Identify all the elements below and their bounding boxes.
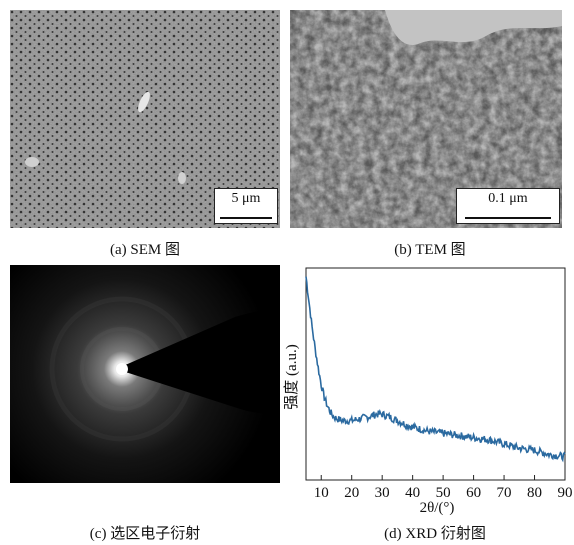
caption-a: (a) SEM 图 (110, 242, 180, 258)
x-tick-label: 80 (527, 485, 542, 501)
saed-image (10, 265, 280, 483)
sem-scale-line (219, 217, 273, 219)
tem-image: 0.1 μm (290, 10, 562, 228)
x-tick-label: 40 (405, 485, 420, 501)
caption-b: (b) TEM 图 (394, 242, 466, 258)
saed-pattern (10, 265, 280, 483)
y-axis-label: 强度 (a.u.) (283, 344, 300, 409)
x-tick-label: 30 (375, 485, 390, 501)
sem-image: 5 μm (10, 10, 280, 228)
caption-c: (c) 选区电子衍射 (89, 526, 201, 542)
plot-frame (305, 267, 566, 481)
sem-scale-label: 5 μm (231, 191, 261, 206)
sem-scale-bar: 5 μm (214, 188, 278, 224)
xrd-plot-area: 10 20 30 40 50 60 70 80 90 (305, 267, 573, 501)
x-tick-label: 70 (497, 485, 512, 501)
x-tick-label: 90 (558, 485, 573, 501)
x-tick-label: 20 (344, 485, 359, 501)
x-tick-label: 50 (436, 485, 451, 501)
tem-scale-line (465, 217, 551, 219)
tem-scale-bar: 0.1 μm (456, 188, 560, 224)
tem-scale-label: 0.1 μm (488, 191, 528, 206)
x-tick-label: 10 (314, 485, 329, 501)
x-tick-label: 60 (466, 485, 481, 501)
xrd-series-line (305, 276, 566, 463)
caption-d: (d) XRD 衍射图 (384, 526, 486, 542)
x-axis-label: 2θ/(°) (420, 500, 455, 516)
sem-texture (10, 10, 280, 228)
